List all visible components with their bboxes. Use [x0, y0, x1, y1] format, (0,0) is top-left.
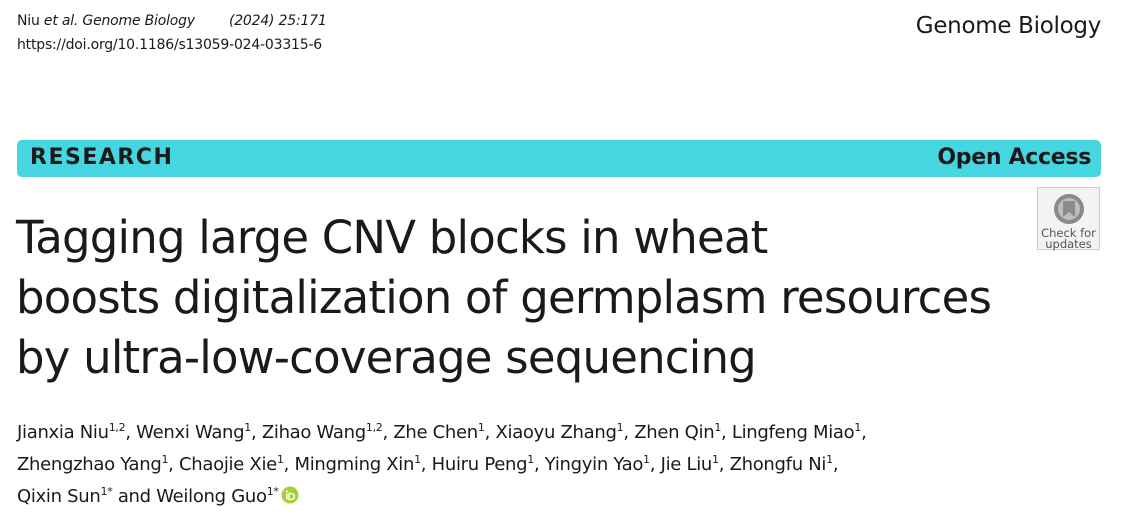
journal-name: Genome Biology — [915, 13, 1102, 39]
author-name: Wenxi Wang — [136, 422, 245, 443]
title: Tagging large CNV blocks in wheat boosts … — [16, 208, 992, 388]
affiliation: 1 — [712, 453, 719, 466]
affiliation: 1 — [161, 453, 169, 466]
author-name: Qixin Sun — [17, 486, 101, 507]
affiliation: 1 — [276, 453, 284, 466]
author-line: Jianxia Niu1,2, Wenxi Wang1, Zihao Wang1… — [17, 417, 867, 449]
separator: , — [721, 422, 732, 443]
badge-line: updates — [1045, 237, 1092, 251]
separator: , — [125, 422, 137, 443]
author-line: Zhengzhao Yang1, Chaojie Xie1, Mingming … — [17, 449, 867, 481]
citation: Niu et al. Genome Biology (2024) 25:171 — [17, 13, 327, 29]
affiliation: 1* — [100, 485, 113, 498]
author-name: Chaojie Xie — [179, 454, 277, 475]
author-name: Zhen Qin — [634, 422, 715, 443]
author-name: Zihao Wang — [261, 422, 366, 443]
author-name: Jie Liu — [660, 454, 713, 475]
separator: , — [382, 422, 394, 443]
author-name: Zhongfu Ni — [729, 454, 827, 475]
affiliation: 1 — [854, 421, 862, 434]
orcid-icon[interactable] — [281, 486, 299, 504]
separator: , — [861, 422, 867, 443]
affiliation: 1 — [826, 453, 833, 466]
separator: , — [832, 454, 839, 475]
affiliation: 1,2 — [365, 421, 383, 434]
affiliation: 1,2 — [108, 421, 126, 434]
author-name: Zhengzhao Yang — [17, 454, 162, 475]
cite-author: Niu — [17, 13, 40, 29]
title-line: boosts digitalization of germplasm resou… — [16, 271, 992, 324]
separator: , — [251, 422, 262, 443]
separator: and — [112, 486, 157, 507]
affiliation: 1 — [616, 421, 624, 434]
author-name: Yingyin Yao — [544, 454, 644, 475]
badge-line: Check for — [1041, 226, 1096, 240]
separator: , — [533, 454, 545, 475]
cite-issue: (2024) 25:171 — [228, 13, 327, 29]
affiliation: 1 — [477, 421, 485, 434]
author-name: Mingming Xin — [294, 454, 415, 475]
separator: , — [168, 454, 179, 475]
author-name: Weilong Guo — [156, 486, 267, 507]
author-name: Lingfeng Miao — [731, 422, 855, 443]
affiliation: 1* — [266, 485, 279, 498]
separator: , — [718, 454, 730, 475]
author-name: Xiaoyu Zhang — [495, 422, 617, 443]
authors: Jianxia Niu1,2, Wenxi Wang1, Zihao Wang1… — [17, 417, 867, 513]
cite-journal: et al. Genome Biology — [43, 13, 195, 29]
affiliation: 1 — [643, 453, 650, 466]
title-line: by ultra-low-coverage sequencing — [16, 331, 757, 384]
separator: , — [420, 454, 432, 475]
separator: , — [484, 422, 496, 443]
doi[interactable]: https://doi.org/10.1186/s13059-024-03315… — [17, 37, 323, 53]
author-name: Huiru Peng — [431, 454, 528, 475]
affiliation: 1 — [527, 453, 534, 466]
separator: , — [623, 422, 635, 443]
author-line: Qixin Sun1* and Weilong Guo1* — [17, 481, 867, 513]
banner: RESEARCH Open Access — [17, 140, 1101, 177]
title-line: Tagging large CNV blocks in wheat — [16, 211, 768, 264]
open-access: Open Access — [937, 145, 1091, 170]
check-updates-badge[interactable]: Check for updates — [1037, 187, 1100, 250]
separator: , — [649, 454, 661, 475]
author-name: Zhe Chen — [393, 422, 478, 443]
author-name: Jianxia Niu — [17, 422, 109, 443]
separator: , — [283, 454, 295, 475]
affiliation: 1 — [714, 421, 722, 434]
affiliation: 1 — [244, 421, 251, 434]
affiliation: 1 — [414, 453, 421, 466]
article-type: RESEARCH — [30, 145, 174, 170]
badge-icon — [1053, 194, 1084, 224]
